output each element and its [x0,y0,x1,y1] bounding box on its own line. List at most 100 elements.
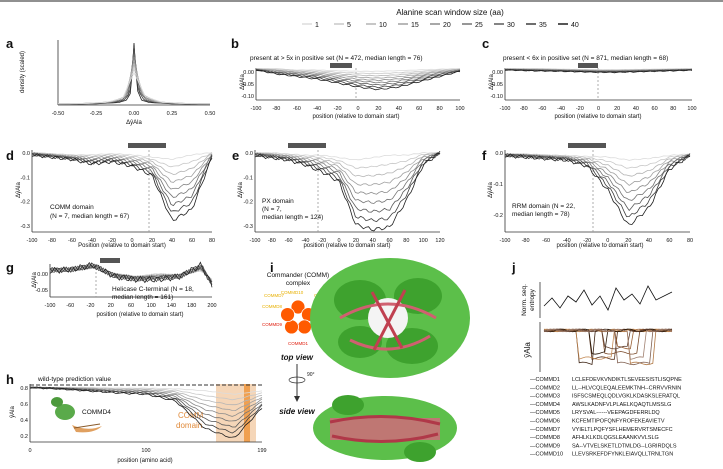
panel-label-d: d [6,148,14,163]
e-trace-window-25 [254,152,441,204]
panel-g-ytick: 0.00 [37,272,48,278]
panel-i: i Commander (COMM) complex COMMD10COMMD2… [262,258,470,462]
f-trace-window-1 [504,153,691,161]
panel-g: g ΔŷAla Helicase C-terminal (N = 18, med… [6,258,217,318]
panel-d-xtick: 40 [169,238,175,244]
legend-label-30: 30 [507,22,515,29]
panel-c-xtick: 80 [670,106,676,112]
a-density-window-40 [58,71,210,105]
ring-label-commd10: COMMD10 [281,290,304,295]
b-trace-window-20 [255,68,461,82]
panel-j: j Norm. seq. entropy ŷAla —COMMD1 LCLEFDE… [511,260,682,458]
panel-e-xtick: 20 [353,238,359,244]
panel-e: e ΔŷAla PX domain (N = 7, median length … [232,143,445,249]
alignment-row-seq: KCFEMTIPOFQNFYROFEKEAVIETV [572,419,665,425]
panel-h-ytick: 0.2 [20,434,28,440]
alignment-row-name: —COMMD6 [530,419,560,425]
panel-label-e: e [232,148,239,163]
alignment-row-seq: AFHLKLKDLQGSLEAANKVVLSLG [572,435,659,441]
panel-e-ytick: -0.3 [244,224,253,230]
h-trace-window-30 [29,386,263,428]
panel-e-ytick: -0.1 [244,175,253,181]
g-trace-window-30 [49,263,213,285]
complex-title-2: complex [286,280,311,287]
panel-e-xtick: 60 [386,238,392,244]
panel-b-ytick: -0.10 [241,94,254,100]
panel-b-title: present at > 5x in positive set (N = 472… [250,55,423,62]
panel-d-xlabel: Position (relative to domain start) [78,243,166,249]
a-density-window-30 [58,63,210,105]
panel-f-xtick: 20 [625,238,631,244]
panel-b-xtick: 0 [356,106,359,112]
ring-label-commd8: COMMD8 [262,304,282,309]
panel-c-ytick: -0.05 [490,82,503,88]
legend-label-15: 15 [411,22,419,29]
panel-d-domain-bar [128,143,166,148]
panel-e-xtick: 100 [419,238,428,244]
panel-d-ytick: -0.2 [21,200,30,206]
d-trace-window-40 [31,153,213,221]
panel-e-xtick: 40 [370,238,376,244]
panel-c-xtick: 0 [597,106,600,112]
entropy-line [543,285,673,311]
a-density-window-35 [58,67,210,105]
panel-b-xtick: 100 [455,106,464,112]
legend-label-20: 20 [443,22,451,29]
panel-h-protein-label: COMMD4 [82,409,111,416]
legend-label-5: 5 [347,22,351,29]
panel-e-annotation-2: (N = 7, [262,206,282,213]
h-trace-window-35 [29,386,263,434]
panel-b-ytick: 0.00 [243,70,254,76]
top-view-label: top view [281,353,314,362]
panel-a-xtick: -0.25 [90,111,103,117]
panel-e-annotation-3: median length = 124) [262,214,323,221]
panel-d-xtick: -20 [108,238,116,244]
complex-title-1: Commander (COMM) [267,272,329,279]
panel-f-xtick: -80 [522,238,530,244]
panel-g-ytick: -0.05 [35,288,48,294]
panel-a-xtick: 0.00 [129,111,140,117]
panel-f-ytick: -0.1 [494,182,503,188]
legend-label-1: 1 [315,22,319,29]
alignment-row-seq: AWSLKADNFVLPLAELKQAQTLMSSLG [572,402,671,408]
panel-f-annotation-1: RRM domain (N = 22, [512,203,575,210]
panel-j-ylabel-bottom: ŷAla [523,342,532,358]
panel-c-xtick: 40 [633,106,639,112]
f-trace-window-15 [504,153,691,186]
panel-g-xtick: 180 [187,303,196,309]
e-trace-window-30 [254,152,441,213]
panel-d-annotation-1: COMM domain [50,204,94,211]
panel-h-xlabel: position (amino acid) [117,458,172,464]
panel-d-xtick: 60 [189,238,195,244]
rotation-icon [288,376,306,384]
ring-subunit-circle [280,307,295,322]
panel-c-xtick: -20 [576,106,584,112]
b-trace-window-15 [255,68,461,79]
panel-f-ytick: 0.0 [495,151,503,157]
panel-b-xtick: -80 [272,106,280,112]
top-view-structure [310,258,470,378]
panel-e-xtick: -60 [285,238,293,244]
panel-g-xtick: 200 [207,303,216,309]
panel-g-domain-bar [100,258,120,263]
ring-subunit-circle [290,299,306,315]
panel-h-domain-label-2: domain [176,421,202,430]
panel-h-comm-domain-highlight [244,384,250,442]
panel-f-xlabel: position (relative to domain start) [556,243,643,249]
panel-e-ytick: -0.2 [244,200,253,206]
alignment-row-seq: VYIELTLPQFYSFLHEMERVRTSMECFC [572,427,673,433]
j-scan-trace [543,328,673,355]
ring-subunit-circle [284,319,299,335]
panel-h-xtick: 0 [28,448,31,454]
panel-d-ytick: -0.3 [21,224,30,230]
legend-label-10: 10 [379,22,387,29]
panel-h-ylabel: ŷAla [10,406,16,418]
panel-label-i: i [270,260,274,275]
panel-g-xtick: 140 [167,303,176,309]
panel-d-xtick: -100 [26,238,37,244]
panel-c-xtick: 60 [652,106,658,112]
alignment-row-seq: ISFSCSMEQLQDLVGKLKDASKSLERATQL [572,394,680,400]
panel-b-domain-bar [330,63,352,68]
alignment-row-seq: LLEVSRKEFDFYNKLEIAVQLLTRNLTGN [572,452,673,458]
